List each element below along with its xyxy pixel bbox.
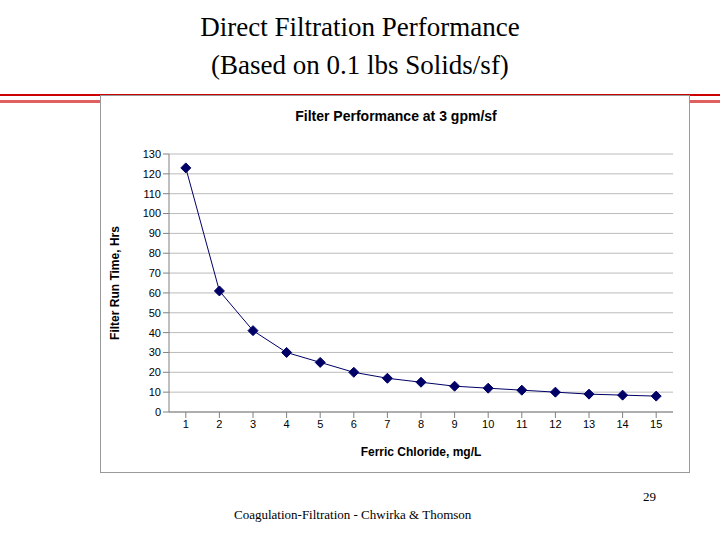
svg-text:50: 50: [149, 307, 161, 319]
svg-text:40: 40: [149, 327, 161, 339]
svg-text:3: 3: [250, 418, 256, 430]
svg-text:20: 20: [149, 366, 161, 378]
svg-text:130: 130: [143, 148, 161, 160]
svg-text:60: 60: [149, 287, 161, 299]
svg-text:10: 10: [149, 386, 161, 398]
svg-text:8: 8: [418, 418, 424, 430]
svg-text:Ferric Chloride, mg/L: Ferric Chloride, mg/L: [361, 445, 482, 459]
svg-text:5: 5: [317, 418, 323, 430]
html-text:Direct Filtration Performance: Direct Filtration Performance: [200, 12, 520, 42]
svg-text:4: 4: [284, 418, 290, 430]
svg-text:6: 6: [351, 418, 357, 430]
svg-text:Filter Run Time, Hrs: Filter Run Time, Hrs: [108, 226, 122, 340]
html-text:29: 29: [643, 489, 656, 504]
html-text:Coagulation-Filtration - Chwir: Coagulation-Filtration - Chwirka & Thoms…: [234, 507, 472, 522]
html-text:Filter Performance at 3 gpm/sf: Filter Performance at 3 gpm/sf: [295, 108, 497, 124]
svg-text:12: 12: [549, 418, 561, 430]
svg-text:120: 120: [143, 168, 161, 180]
svg-text:2: 2: [216, 418, 222, 430]
svg-text:14: 14: [616, 418, 628, 430]
svg-text:10: 10: [482, 418, 494, 430]
svg-text:7: 7: [384, 418, 390, 430]
svg-text:80: 80: [149, 247, 161, 259]
svg-text:9: 9: [452, 418, 458, 430]
svg-text:90: 90: [149, 227, 161, 239]
svg-text:11: 11: [516, 418, 527, 430]
svg-text:110: 110: [143, 188, 161, 200]
html-text:(Based on 0.1 lbs Solids/sf): (Based on 0.1 lbs Solids/sf): [211, 50, 509, 80]
svg-text:13: 13: [583, 418, 595, 430]
svg-text:0: 0: [155, 406, 161, 418]
svg-text:1: 1: [183, 418, 189, 430]
svg-text:100: 100: [143, 207, 161, 219]
svg-text:30: 30: [149, 346, 161, 358]
svg-text:15: 15: [650, 418, 662, 430]
svg-text:70: 70: [149, 267, 161, 279]
